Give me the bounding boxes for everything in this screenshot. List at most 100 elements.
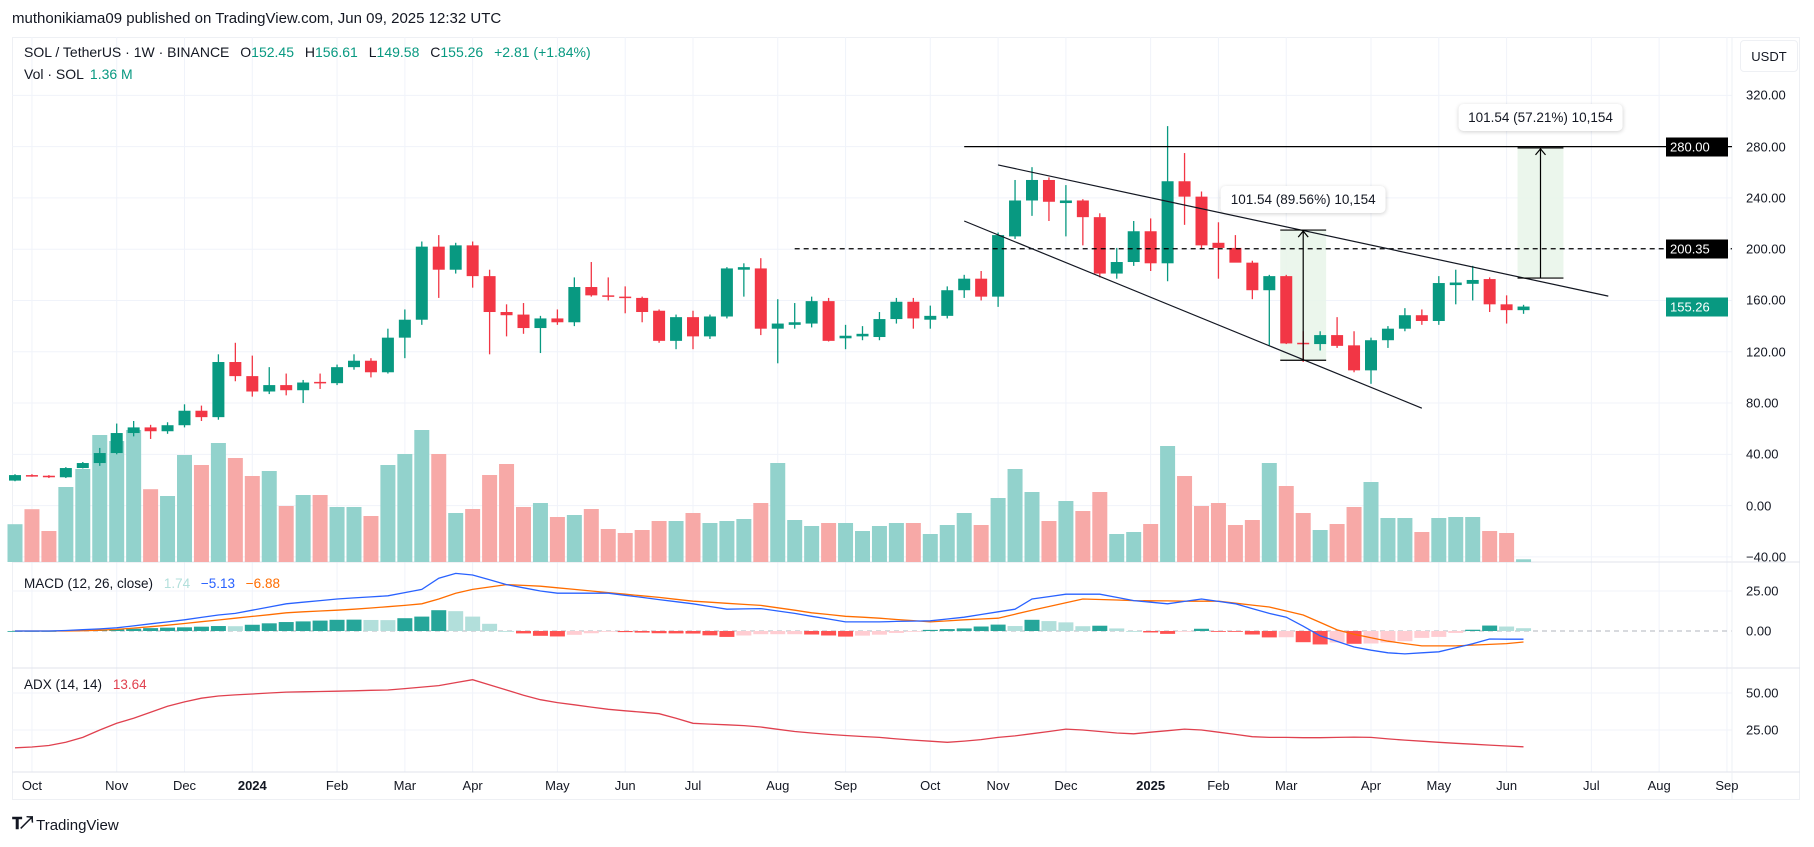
macd-histogram-bar (109, 629, 125, 631)
candle (110, 423, 123, 455)
macd-value: −5.13 (200, 576, 236, 591)
macd-histogram-bar (600, 631, 616, 632)
candle-body (76, 463, 89, 469)
volume-bar (1075, 511, 1091, 562)
macd-histogram-bar (804, 631, 820, 635)
candle-body (280, 385, 293, 391)
macd-title[interactable]: MACD (12, 26, close) (24, 576, 154, 591)
candle-body (144, 427, 157, 432)
candle-body (1449, 282, 1462, 286)
time-axis-label: Nov (105, 778, 129, 793)
candle (1365, 337, 1377, 384)
candle (788, 303, 801, 329)
close-label: C (430, 44, 441, 60)
candle (331, 364, 344, 386)
volume-bar (956, 513, 972, 562)
candle (653, 309, 666, 343)
macd-histogram-bar (1041, 621, 1057, 631)
volume-bar (1177, 476, 1193, 562)
candle-body (992, 235, 1005, 297)
macd-histogram-bar (753, 631, 769, 635)
macd-histogram-bar (922, 629, 938, 631)
candle (839, 324, 852, 350)
candle-body (1195, 196, 1208, 246)
candle-body (1500, 304, 1513, 311)
candle-body (856, 333, 869, 337)
candle (1483, 277, 1496, 313)
volume-bar (1160, 446, 1176, 562)
candle-body (771, 323, 784, 329)
candle (1381, 326, 1394, 348)
candle (246, 355, 259, 397)
volume-series (7, 430, 1532, 562)
macd-histogram-bar (380, 620, 396, 631)
candle (1229, 235, 1242, 263)
volume-bar (770, 463, 786, 562)
candle-body (1127, 231, 1140, 263)
macd-histogram-bar (1516, 628, 1532, 631)
candle-body (1093, 217, 1106, 274)
candle-body (839, 335, 852, 339)
candle (687, 310, 699, 350)
adx-axis-label: 50.00 (1746, 685, 1779, 701)
volume-bar (58, 487, 74, 562)
adx-legend: ADX (14, 14) 13.64 (24, 677, 147, 692)
candle (941, 286, 954, 319)
volume-bar (431, 454, 447, 562)
macd-histogram-bar (126, 628, 142, 631)
volume-bar (312, 495, 328, 562)
volume-bar (499, 464, 515, 562)
candle (907, 297, 920, 329)
candle (958, 274, 971, 298)
candle-body (687, 317, 699, 337)
volume-bar (583, 509, 599, 562)
macd-histogram-bar (566, 631, 582, 635)
volume-bar (1024, 492, 1040, 562)
high-value: 156.61 (315, 44, 358, 60)
open-label: O (240, 44, 252, 60)
macd-histogram-bar (329, 619, 345, 631)
price-axis-label: 0.00 (1746, 498, 1772, 514)
macd-histogram-bar (973, 626, 989, 631)
candle (1009, 179, 1022, 239)
symbol-title[interactable]: SOL / TetherUS · 1W · BINANCE (24, 44, 230, 60)
price-tag: 155.26 (1666, 297, 1728, 317)
volume-bar (346, 507, 362, 562)
macd-histogram-bar (516, 631, 531, 634)
volume-bar (482, 475, 498, 562)
candle-body (822, 301, 835, 341)
tradingview-logo[interactable]: 𝐓↗ TradingView (12, 816, 119, 834)
candle-body (619, 296, 632, 299)
candle (280, 373, 293, 396)
macd-histogram-bar (160, 627, 176, 631)
candle-body (212, 362, 225, 418)
candle (500, 304, 513, 337)
volume-bar (1278, 486, 1294, 562)
volume-bar (685, 513, 701, 562)
candle (229, 342, 242, 382)
candle-body (670, 317, 683, 341)
volume-bar (227, 458, 243, 562)
candle (178, 404, 191, 428)
drawings[interactable] (794, 145, 1732, 409)
candle (992, 232, 1005, 307)
candle-body (585, 287, 598, 296)
candle (297, 379, 310, 404)
currency-button[interactable]: USDT (1740, 40, 1798, 72)
volume-bar (92, 435, 108, 562)
candle-body (1026, 179, 1038, 201)
macd-histogram-bar (1177, 631, 1193, 632)
volume-bar (75, 469, 91, 562)
candle (602, 277, 615, 301)
adx-title[interactable]: ADX (14, 14) (24, 677, 103, 692)
candle-body (246, 376, 259, 392)
volume-label[interactable]: Vol · SOL (24, 66, 84, 82)
macd-histogram-bar (244, 624, 260, 631)
macd-histogram-bar (956, 628, 972, 631)
candle-body (1229, 247, 1242, 263)
macd-histogram-bar (1058, 622, 1074, 631)
macd-histogram-bar (939, 629, 955, 631)
macd-histogram-bar (482, 623, 498, 631)
candle-body (737, 267, 750, 270)
